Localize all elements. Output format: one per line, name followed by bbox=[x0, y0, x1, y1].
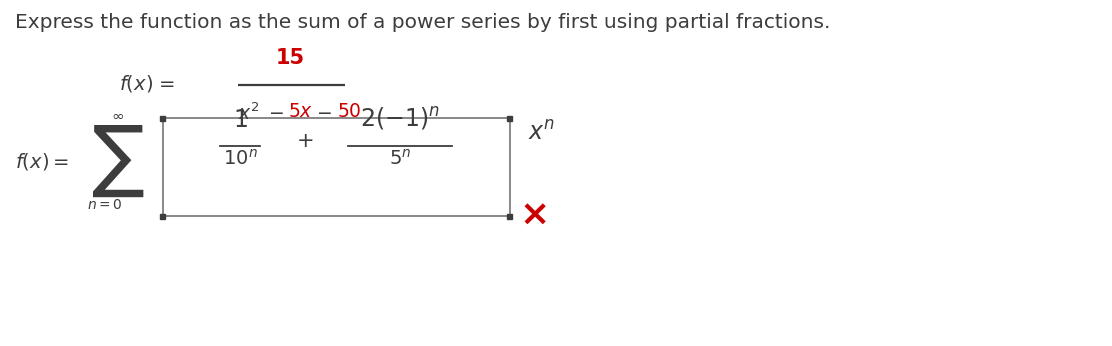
Text: $5^n$: $5^n$ bbox=[389, 149, 411, 169]
Text: $2(-1)^n$: $2(-1)^n$ bbox=[360, 105, 440, 132]
Text: $10^n$: $10^n$ bbox=[222, 149, 257, 169]
Bar bbox=[507, 116, 513, 120]
Text: $50$: $50$ bbox=[337, 102, 361, 121]
Bar bbox=[163, 118, 510, 216]
Text: $x^n$: $x^n$ bbox=[528, 121, 555, 145]
Text: $\mathit{f(x)}$ =: $\mathit{f(x)}$ = bbox=[119, 73, 175, 94]
Text: $\infty$: $\infty$ bbox=[111, 108, 125, 123]
Text: $-$: $-$ bbox=[268, 102, 284, 121]
Text: $\mathbf{\times}$: $\mathbf{\times}$ bbox=[519, 198, 547, 232]
Bar bbox=[507, 213, 513, 219]
Bar bbox=[160, 116, 166, 120]
Text: $f(x) =$: $f(x) =$ bbox=[14, 151, 69, 172]
Text: 15: 15 bbox=[276, 48, 305, 68]
Text: $n = 0$: $n = 0$ bbox=[87, 198, 122, 212]
Text: $x^2$: $x^2$ bbox=[238, 102, 259, 124]
Text: $5x$: $5x$ bbox=[288, 102, 314, 121]
Bar bbox=[160, 213, 166, 219]
Text: $1$: $1$ bbox=[232, 108, 247, 132]
Text: $+$: $+$ bbox=[296, 131, 314, 151]
Text: $-$: $-$ bbox=[316, 102, 331, 121]
Text: $\sum$: $\sum$ bbox=[91, 123, 145, 199]
Text: Express the function as the sum of a power series by first using partial fractio: Express the function as the sum of a pow… bbox=[14, 13, 831, 32]
